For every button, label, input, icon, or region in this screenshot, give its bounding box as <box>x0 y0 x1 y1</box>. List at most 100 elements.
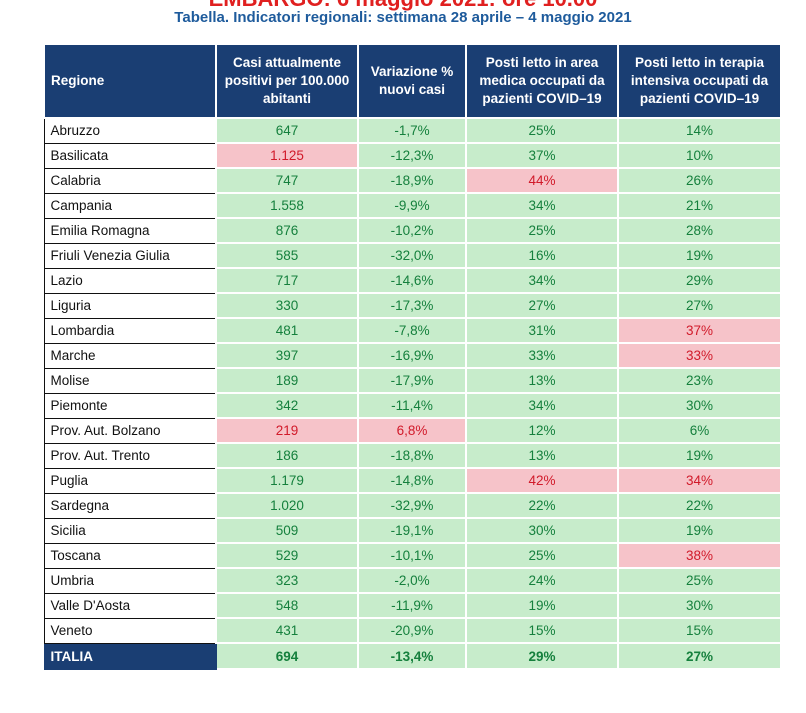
table-row: Molise 189 -17,9% 13% 23% <box>43 367 782 394</box>
column-header-icu-beds: Posti letto in terapia intensiva occupat… <box>617 43 782 119</box>
regional-indicators-table: Regione Casi attualmente positivi per 10… <box>43 43 782 670</box>
total-medical-beds: 29% <box>465 642 619 670</box>
total-icu-beds: 27% <box>617 642 782 670</box>
table-cell-icu-beds: 37% <box>617 317 782 344</box>
table-cell-cases: 1.020 <box>215 492 359 519</box>
table-cell-cases: 186 <box>215 442 359 469</box>
table-cell-icu-beds: 38% <box>617 542 782 569</box>
table-cell-medical-beds: 42% <box>465 467 619 494</box>
table-cell-variation: -16,9% <box>357 342 467 369</box>
table-cell-cases: 342 <box>215 392 359 419</box>
table-cell-variation: -11,4% <box>357 392 467 419</box>
table-cell-cases: 397 <box>215 342 359 369</box>
table-cell-variation: -19,1% <box>357 517 467 544</box>
table-cell-variation: -12,3% <box>357 142 467 169</box>
table-cell-variation: -32,0% <box>357 242 467 269</box>
table-cell-cases: 330 <box>215 292 359 319</box>
table-cell-medical-beds: 30% <box>465 517 619 544</box>
table-cell-variation: -1,7% <box>357 117 467 144</box>
table-cell-medical-beds: 22% <box>465 492 619 519</box>
table-cell-region: Marche <box>43 342 217 369</box>
table-cell-icu-beds: 28% <box>617 217 782 244</box>
table-row: Valle D'Aosta 548 -11,9% 19% 30% <box>43 592 782 619</box>
column-header-medical-beds: Posti letto in area medica occupati da p… <box>465 43 619 119</box>
table-cell-medical-beds: 31% <box>465 317 619 344</box>
table-cell-region: Sardegna <box>43 492 217 519</box>
table-row: Toscana 529 -10,1% 25% 38% <box>43 542 782 569</box>
table-row: Puglia 1.179 -14,8% 42% 34% <box>43 467 782 494</box>
table-cell-variation: -14,6% <box>357 267 467 294</box>
table-cell-icu-beds: 30% <box>617 592 782 619</box>
table-cell-icu-beds: 15% <box>617 617 782 644</box>
table-cell-variation: -17,9% <box>357 367 467 394</box>
table-cell-region: Molise <box>43 367 217 394</box>
table-cell-cases: 1.179 <box>215 467 359 494</box>
header-row: Regione Casi attualmente positivi per 10… <box>43 43 782 119</box>
table-cell-variation: -10,1% <box>357 542 467 569</box>
table-cell-variation: -20,9% <box>357 617 467 644</box>
table-cell-variation: 6,8% <box>357 417 467 444</box>
table-cell-cases: 529 <box>215 542 359 569</box>
table-row: Veneto 431 -20,9% 15% 15% <box>43 617 782 644</box>
table-cell-medical-beds: 19% <box>465 592 619 619</box>
table-row: Piemonte 342 -11,4% 34% 30% <box>43 392 782 419</box>
column-header-variation: Variazione % nuovi casi <box>357 43 467 119</box>
table-cell-region: Valle D'Aosta <box>43 592 217 619</box>
table-cell-medical-beds: 27% <box>465 292 619 319</box>
table-cell-cases: 1.125 <box>215 142 359 169</box>
table-cell-icu-beds: 30% <box>617 392 782 419</box>
table-cell-cases: 481 <box>215 317 359 344</box>
table-row: Lazio 717 -14,6% 34% 29% <box>43 267 782 294</box>
column-header-region: Regione <box>43 43 217 119</box>
table-cell-region: Basilicata <box>43 142 217 169</box>
table-cell-region: Umbria <box>43 567 217 594</box>
table-cell-icu-beds: 21% <box>617 192 782 219</box>
table-cell-icu-beds: 29% <box>617 267 782 294</box>
table-cell-medical-beds: 25% <box>465 217 619 244</box>
table-cell-medical-beds: 16% <box>465 242 619 269</box>
table-cell-icu-beds: 19% <box>617 242 782 269</box>
table-cell-cases: 647 <box>215 117 359 144</box>
table-cell-variation: -14,8% <box>357 467 467 494</box>
table-cell-icu-beds: 19% <box>617 517 782 544</box>
table-cell-region: Puglia <box>43 467 217 494</box>
table-cell-cases: 323 <box>215 567 359 594</box>
table-cell-medical-beds: 33% <box>465 342 619 369</box>
table-cell-region: Calabria <box>43 167 217 194</box>
table-cell-medical-beds: 25% <box>465 117 619 144</box>
table-cell-medical-beds: 15% <box>465 617 619 644</box>
table-cell-cases: 747 <box>215 167 359 194</box>
total-variation: -13,4% <box>357 642 467 670</box>
table-row: Basilicata 1.125 -12,3% 37% 10% <box>43 142 782 169</box>
table-row: Campania 1.558 -9,9% 34% 21% <box>43 192 782 219</box>
table-cell-icu-beds: 26% <box>617 167 782 194</box>
table-cell-cases: 717 <box>215 267 359 294</box>
table-cell-medical-beds: 34% <box>465 392 619 419</box>
table-cell-icu-beds: 10% <box>617 142 782 169</box>
table-cell-region: Abruzzo <box>43 117 217 144</box>
table-cell-region: Emilia Romagna <box>43 217 217 244</box>
column-header-cases: Casi attualmente positivi per 100.000 ab… <box>215 43 359 119</box>
table-cell-variation: -7,8% <box>357 317 467 344</box>
table-cell-medical-beds: 13% <box>465 367 619 394</box>
table-cell-cases: 876 <box>215 217 359 244</box>
table-cell-variation: -10,2% <box>357 217 467 244</box>
table-cell-region: Campania <box>43 192 217 219</box>
table-cell-cases: 509 <box>215 517 359 544</box>
table-cell-cases: 1.558 <box>215 192 359 219</box>
table-cell-cases: 219 <box>215 417 359 444</box>
table-cell-icu-beds: 22% <box>617 492 782 519</box>
table-cell-medical-beds: 34% <box>465 267 619 294</box>
table-row: Liguria 330 -17,3% 27% 27% <box>43 292 782 319</box>
table-cell-icu-beds: 34% <box>617 467 782 494</box>
table-row: Marche 397 -16,9% 33% 33% <box>43 342 782 369</box>
total-row: ITALIA 694 -13,4% 29% 27% <box>43 642 782 670</box>
table-cell-medical-beds: 24% <box>465 567 619 594</box>
table-cell-medical-beds: 12% <box>465 417 619 444</box>
table-cell-region: Prov. Aut. Bolzano <box>43 417 217 444</box>
table-cell-medical-beds: 13% <box>465 442 619 469</box>
table-cell-variation: -11,9% <box>357 592 467 619</box>
table-cell-region: Lazio <box>43 267 217 294</box>
table-row: Prov. Aut. Trento 186 -18,8% 13% 19% <box>43 442 782 469</box>
table-row: Lombardia 481 -7,8% 31% 37% <box>43 317 782 344</box>
